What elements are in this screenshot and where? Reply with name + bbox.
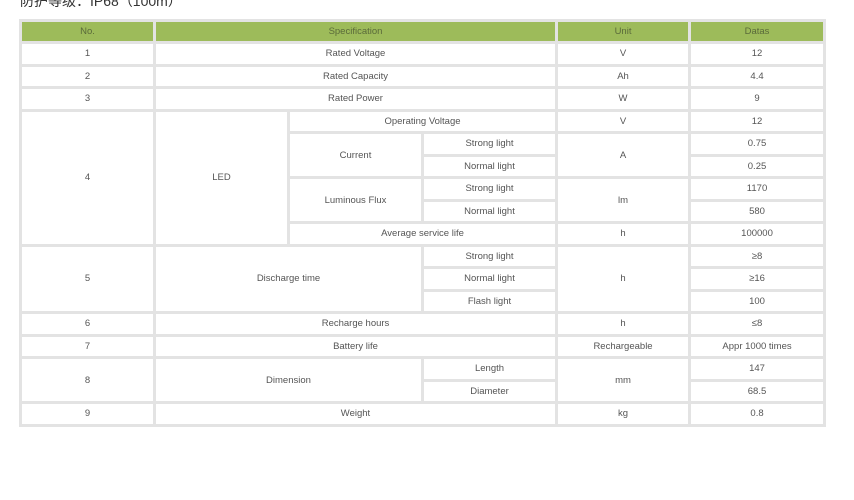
- cell-data: 147: [688, 356, 827, 382]
- table-row: 8 Dimension Length mm 147: [19, 356, 827, 404]
- cell-mode: Flash light: [420, 288, 559, 314]
- cell-spec: Rated Voltage: [152, 41, 559, 67]
- cell-unit: A: [555, 131, 692, 179]
- cell-no: 5: [19, 243, 156, 314]
- cell-data: 12: [688, 108, 827, 134]
- header-data: Datas: [688, 19, 827, 44]
- cell-mode: Length: [420, 356, 559, 382]
- table-row: Luminous Flux Strong light lm 1170: [21, 176, 827, 224]
- table-row: 2 Rated Capacity Ah 4.4: [19, 63, 827, 89]
- table-row: 3 Rated Power W 9: [19, 86, 827, 112]
- cell-unit: Ah: [555, 63, 692, 89]
- cell-mode: Strong light: [420, 243, 559, 269]
- cell-data: ≤8: [688, 311, 827, 337]
- header-spec: Specification: [152, 19, 559, 44]
- cell-spec: Battery life: [152, 333, 559, 359]
- cell-data: 0.75: [688, 131, 827, 157]
- table-row: 9 Weight kg 0.8: [19, 401, 827, 427]
- cell-subspec: Luminous Flux: [287, 176, 424, 224]
- cell-no: 9: [19, 401, 156, 427]
- cell-spec: Rated Power: [152, 86, 559, 112]
- cell-data: ≥16: [688, 266, 827, 292]
- table-row: 4 LED Operating Voltage V 12: [19, 108, 827, 247]
- cell-no: 4: [19, 108, 156, 247]
- cell-unit: h: [555, 311, 692, 337]
- cell-subspec: Average service life: [286, 221, 559, 247]
- cell-mode: Diameter: [420, 378, 559, 404]
- header-no: No.: [19, 19, 156, 44]
- cell-unit: mm: [555, 356, 692, 404]
- cell-unit: W: [555, 86, 692, 112]
- section-caption: 防护等级：IP68（100m）: [20, 0, 182, 9]
- cell-unit: h: [555, 221, 692, 247]
- cell-data: 68.5: [688, 378, 827, 404]
- cell-mode: Normal light: [420, 153, 559, 179]
- cell-mode: Strong light: [420, 131, 559, 157]
- cell-mode: Normal light: [420, 266, 559, 292]
- cell-no: 1: [19, 41, 156, 67]
- cell-no: 6: [19, 311, 156, 337]
- cell-spec: LED: [153, 108, 290, 247]
- table-row: Flash light 100: [21, 288, 827, 314]
- cell-data: 100000: [688, 221, 827, 247]
- table-row: Normal light ≥16: [21, 266, 827, 292]
- cell-data: 100: [688, 288, 827, 314]
- cell-data: Appr 1000 times: [688, 333, 827, 359]
- cell-no: 7: [19, 333, 156, 359]
- cell-spec: Discharge time: [153, 243, 424, 314]
- cell-data: 9: [688, 86, 827, 112]
- cell-data: 4.4: [688, 63, 827, 89]
- cell-unit: V: [555, 108, 692, 134]
- table-row: 7 Battery life Rechargeable Appr 1000 ti…: [19, 333, 827, 359]
- cell-data: 580: [688, 198, 827, 224]
- cell-unit: kg: [555, 401, 692, 427]
- table-row: Diameter 68.5: [21, 378, 827, 404]
- cell-spec: Recharge hours: [152, 311, 559, 337]
- table-row: Normal light 0.25: [21, 153, 827, 179]
- table-header: No. Specification Unit Datas: [19, 19, 827, 44]
- cell-mode: Normal light: [420, 198, 559, 224]
- cell-data: ≥8: [688, 243, 827, 269]
- table-row: 6 Recharge hours h ≤8: [19, 311, 827, 337]
- table-row: Average service life h 100000: [21, 221, 827, 247]
- cell-unit: Rechargeable: [555, 333, 692, 359]
- cell-no: 3: [19, 86, 156, 112]
- cell-no: 8: [19, 356, 156, 404]
- table-row: Normal light 580: [21, 198, 827, 224]
- cell-data: 0.25: [688, 153, 827, 179]
- header-unit: Unit: [555, 19, 692, 44]
- cell-unit: V: [555, 41, 692, 67]
- cell-subspec: Operating Voltage: [286, 108, 559, 134]
- cell-spec: Dimension: [153, 356, 424, 404]
- table-row: 5 Discharge time Strong light h ≥8: [19, 243, 827, 314]
- table-row: 1 Rated Voltage V 12: [19, 41, 827, 67]
- cell-data: 0.8: [688, 401, 827, 427]
- cell-unit: h: [555, 243, 692, 314]
- cell-unit: lm: [555, 176, 692, 224]
- cell-data: 12: [688, 41, 827, 67]
- cell-no: 2: [19, 63, 156, 89]
- cell-spec: Weight: [152, 401, 559, 427]
- cell-mode: Strong light: [420, 176, 559, 202]
- spec-table: No. Specification Unit Datas 1 Rated Vol…: [19, 19, 827, 427]
- cell-data: 1170: [688, 176, 827, 202]
- cell-spec: Rated Capacity: [152, 63, 559, 89]
- table-row: Current Strong light A 0.75: [21, 131, 827, 179]
- cell-subspec: Current: [287, 131, 424, 179]
